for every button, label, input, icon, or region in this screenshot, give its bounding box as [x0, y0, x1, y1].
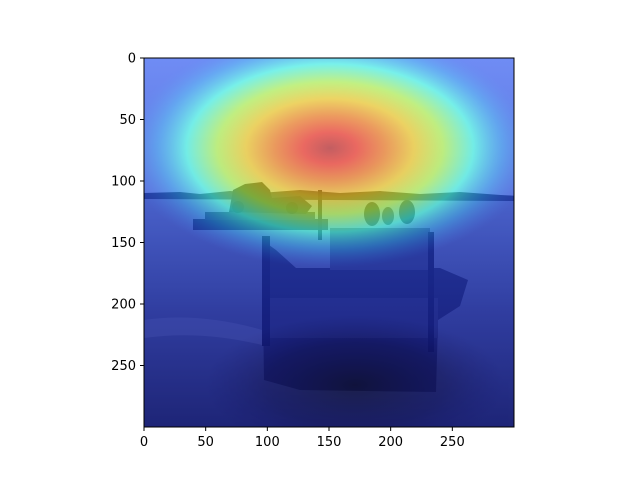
heat-low-pool — [205, 315, 505, 427]
x-tick-label: 50 — [197, 435, 214, 450]
heat-peak-blob — [144, 58, 514, 268]
x-tick-label: 0 — [140, 435, 148, 450]
y-tick-label: 250 — [111, 359, 136, 374]
y-tick-label: 150 — [111, 236, 136, 251]
x-axis: 0 50 100 150 200 250 — [140, 427, 465, 450]
x-tick-label: 250 — [440, 435, 465, 450]
x-tick-label: 150 — [317, 435, 342, 450]
y-tick-label: 200 — [111, 298, 136, 313]
y-tick-label: 0 — [128, 52, 136, 67]
x-tick-label: 100 — [255, 435, 280, 450]
y-tick-label: 50 — [119, 113, 136, 128]
y-axis: 0 50 100 150 200 250 — [111, 52, 144, 374]
x-tick-label: 200 — [378, 435, 403, 450]
heatmap-overlay — [144, 58, 514, 427]
y-tick-label: 100 — [111, 175, 136, 190]
image-area — [144, 58, 514, 427]
